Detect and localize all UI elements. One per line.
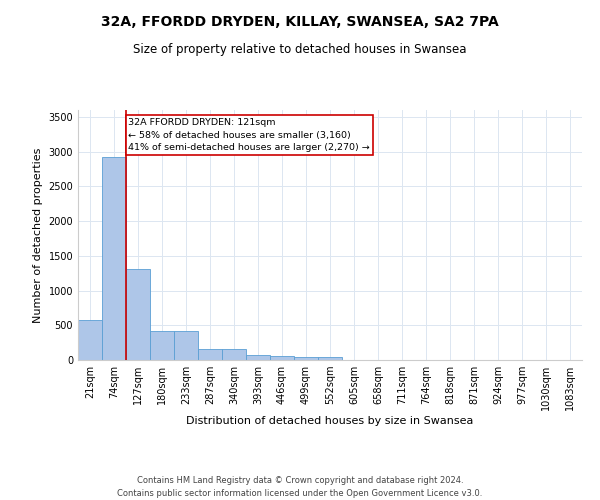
Bar: [198, 348, 222, 360]
Bar: [246, 355, 270, 360]
X-axis label: Distribution of detached houses by size in Swansea: Distribution of detached houses by size …: [187, 416, 473, 426]
Text: Size of property relative to detached houses in Swansea: Size of property relative to detached ho…: [133, 42, 467, 56]
Bar: [294, 357, 318, 360]
Bar: [270, 356, 294, 360]
Bar: [150, 331, 174, 360]
Bar: [222, 349, 246, 360]
Text: Contains HM Land Registry data © Crown copyright and database right 2024.
Contai: Contains HM Land Registry data © Crown c…: [118, 476, 482, 498]
Bar: [126, 269, 150, 360]
Bar: [78, 320, 102, 360]
Text: 32A, FFORDD DRYDEN, KILLAY, SWANSEA, SA2 7PA: 32A, FFORDD DRYDEN, KILLAY, SWANSEA, SA2…: [101, 15, 499, 29]
Bar: [174, 331, 198, 360]
Bar: [318, 357, 342, 360]
Y-axis label: Number of detached properties: Number of detached properties: [33, 148, 43, 322]
Bar: [102, 157, 126, 360]
Text: 32A FFORDD DRYDEN: 121sqm
← 58% of detached houses are smaller (3,160)
41% of se: 32A FFORDD DRYDEN: 121sqm ← 58% of detac…: [128, 118, 370, 152]
